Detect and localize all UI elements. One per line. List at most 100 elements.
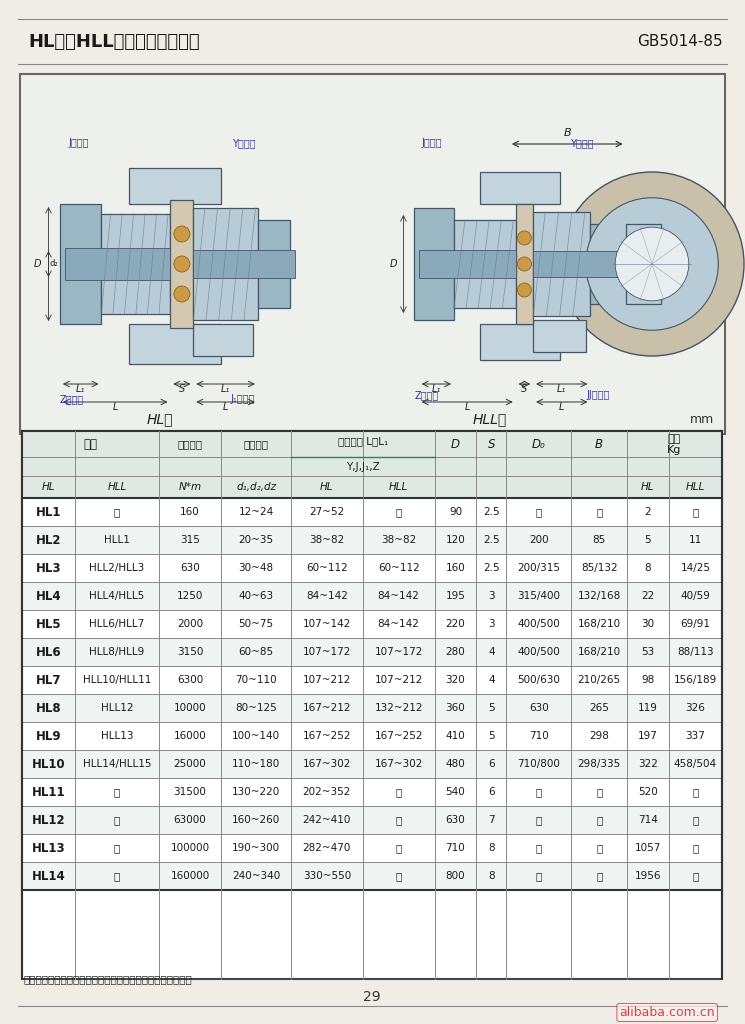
Text: HLL1: HLL1 — [104, 535, 130, 545]
Text: HLL6/HLL7: HLL6/HLL7 — [89, 618, 145, 629]
Text: 84~142: 84~142 — [378, 618, 419, 629]
Bar — [194, 208, 258, 319]
Text: 107~212: 107~212 — [302, 675, 351, 685]
Text: 360: 360 — [446, 703, 466, 713]
Text: 167~212: 167~212 — [302, 703, 351, 713]
Text: 1250: 1250 — [177, 591, 203, 601]
Text: HL: HL — [641, 482, 655, 492]
Text: 107~212: 107~212 — [375, 675, 423, 685]
Text: －: － — [396, 787, 402, 797]
Text: 质量: 质量 — [668, 434, 681, 444]
Text: 2: 2 — [644, 507, 651, 517]
Text: 3150: 3150 — [177, 647, 203, 657]
Text: 98: 98 — [641, 675, 654, 685]
Text: HL10: HL10 — [32, 758, 66, 770]
Text: 160: 160 — [446, 563, 466, 573]
Text: D: D — [451, 437, 460, 451]
Bar — [481, 172, 559, 204]
Text: 型号: 型号 — [83, 437, 98, 451]
Text: 3: 3 — [488, 618, 495, 629]
Text: D₀: D₀ — [532, 437, 546, 451]
Text: L: L — [223, 402, 228, 412]
Text: 50~75: 50~75 — [238, 618, 273, 629]
Text: 100000: 100000 — [171, 843, 209, 853]
Text: S: S — [179, 384, 185, 394]
Text: HL4: HL4 — [36, 590, 62, 602]
Text: HL14: HL14 — [32, 869, 66, 883]
Text: HL6: HL6 — [36, 645, 62, 658]
Text: S: S — [488, 437, 495, 451]
Text: 107~172: 107~172 — [375, 647, 423, 657]
Text: 200: 200 — [529, 535, 549, 545]
Text: 710/800: 710/800 — [518, 759, 560, 769]
Circle shape — [517, 257, 531, 271]
Text: －: － — [596, 787, 602, 797]
Text: 130~220: 130~220 — [232, 787, 280, 797]
Text: 1956: 1956 — [635, 871, 661, 881]
Text: 1057: 1057 — [635, 843, 661, 853]
Bar — [23, 806, 721, 834]
Text: 520: 520 — [638, 787, 658, 797]
Text: 25000: 25000 — [174, 759, 206, 769]
Text: 400/500: 400/500 — [518, 647, 560, 657]
Text: 200/315: 200/315 — [517, 563, 560, 573]
Text: －: － — [396, 871, 402, 881]
Text: HLL8/HLL9: HLL8/HLL9 — [89, 647, 145, 657]
Text: D: D — [34, 259, 42, 269]
Text: 330~550: 330~550 — [302, 871, 351, 881]
Text: －: － — [536, 815, 542, 825]
Text: 90: 90 — [449, 507, 462, 517]
Bar — [590, 224, 626, 304]
Text: 120: 120 — [446, 535, 466, 545]
Circle shape — [517, 283, 531, 297]
Text: alibaba.com.cn: alibaba.com.cn — [619, 1006, 715, 1019]
Text: 5: 5 — [488, 703, 495, 713]
Text: Y型轴孔: Y型轴孔 — [570, 138, 593, 148]
Text: S: S — [522, 384, 527, 394]
Text: 167~302: 167~302 — [375, 759, 423, 769]
Circle shape — [174, 286, 190, 302]
Bar — [258, 220, 290, 308]
Text: －: － — [692, 507, 699, 517]
Text: 轴孔直径: 轴孔直径 — [244, 439, 269, 449]
Text: －: － — [692, 871, 699, 881]
Text: HL型: HL型 — [147, 412, 174, 426]
Circle shape — [586, 198, 718, 330]
Text: B: B — [563, 128, 571, 138]
Bar — [23, 862, 721, 890]
Text: 190~300: 190~300 — [232, 843, 280, 853]
Text: Z型轴孔: Z型轴孔 — [60, 394, 84, 404]
Text: 85: 85 — [592, 535, 606, 545]
Text: ▷1:10: ▷1:10 — [83, 241, 110, 250]
Text: HLL4/HLL5: HLL4/HLL5 — [89, 591, 145, 601]
Text: 100~140: 100~140 — [232, 731, 280, 741]
Text: HLL: HLL — [107, 482, 127, 492]
Text: d₂: d₂ — [49, 259, 57, 268]
Text: JJ型轴孔: JJ型轴孔 — [586, 390, 609, 400]
Bar — [23, 582, 721, 610]
Text: 160~260: 160~260 — [232, 815, 280, 825]
Text: L₁: L₁ — [221, 384, 230, 394]
Text: 22: 22 — [641, 591, 654, 601]
Text: 60~112: 60~112 — [306, 563, 348, 573]
Text: 500/630: 500/630 — [518, 675, 560, 685]
Text: 337: 337 — [685, 731, 706, 741]
Text: HLL: HLL — [389, 482, 408, 492]
Text: 4: 4 — [488, 647, 495, 657]
Text: L₁: L₁ — [432, 384, 441, 394]
Text: 710: 710 — [446, 843, 466, 853]
Text: 168/210: 168/210 — [577, 647, 621, 657]
Bar — [60, 204, 101, 324]
Text: 630: 630 — [446, 815, 466, 825]
Bar — [533, 212, 590, 316]
Text: 84~142: 84~142 — [306, 591, 348, 601]
Text: 202~352: 202~352 — [302, 787, 351, 797]
Text: HLL: HLL — [685, 482, 705, 492]
Text: 298: 298 — [589, 731, 609, 741]
Text: 40/59: 40/59 — [680, 591, 710, 601]
Text: 220: 220 — [446, 618, 466, 629]
Text: 注：轴孔直径与长度按本表中的尺寸范围内的任何尺寸选取。: 注：轴孔直径与长度按本表中的尺寸范围内的任何尺寸选取。 — [24, 974, 193, 984]
Text: L₁: L₁ — [76, 384, 86, 394]
Text: HLL13: HLL13 — [101, 731, 133, 741]
Circle shape — [174, 226, 190, 242]
